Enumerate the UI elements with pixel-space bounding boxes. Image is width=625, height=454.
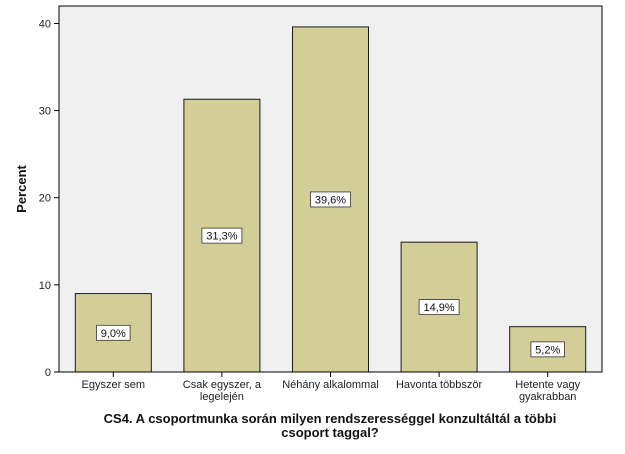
data-label: 9,0% [101,328,126,340]
data-label: 14,9% [423,302,454,314]
data-label: 5,2% [535,344,560,356]
x-tick-label: Hetente vagy gyakrabban [515,379,580,403]
y-axis-title: Percent [14,164,29,212]
data-label: 31,3% [206,231,237,243]
data-label: 39,6% [315,194,346,206]
x-tick-label: Néhány alkalommal [282,379,379,391]
data-label-box [201,227,243,244]
y-tick-label: 20 [39,193,51,205]
data-label-box [310,191,351,208]
y-tick-label: 0 [45,367,51,379]
x-tick-label: Havonta többször [396,379,483,391]
data-label-box [96,324,131,341]
data-label-box [418,299,460,315]
y-axis: 0 10 20 30 40 [39,6,60,379]
x-axis-title-line: CS4. A csoportmunka során milyen rendsze… [104,411,557,426]
x-tick-label: Csak egyszer, a legelején [183,379,262,403]
y-tick-label: 40 [39,18,51,30]
x-axis-title-line: csoport taggal? [281,425,379,440]
x-axis-title: CS4. A csoportmunka során milyen rendsze… [104,411,557,440]
x-tick-label: Egyszer sem [82,379,146,391]
y-tick-label: 30 [39,106,51,118]
bars: 9,0% 31,3% 39,6% 14,9% 5,2% [74,26,587,373]
data-label-box [530,341,565,358]
x-axis: Egyszer sem Csak egyszer, a legelején Néhán… [59,371,602,403]
y-tick-label: 10 [39,280,51,292]
